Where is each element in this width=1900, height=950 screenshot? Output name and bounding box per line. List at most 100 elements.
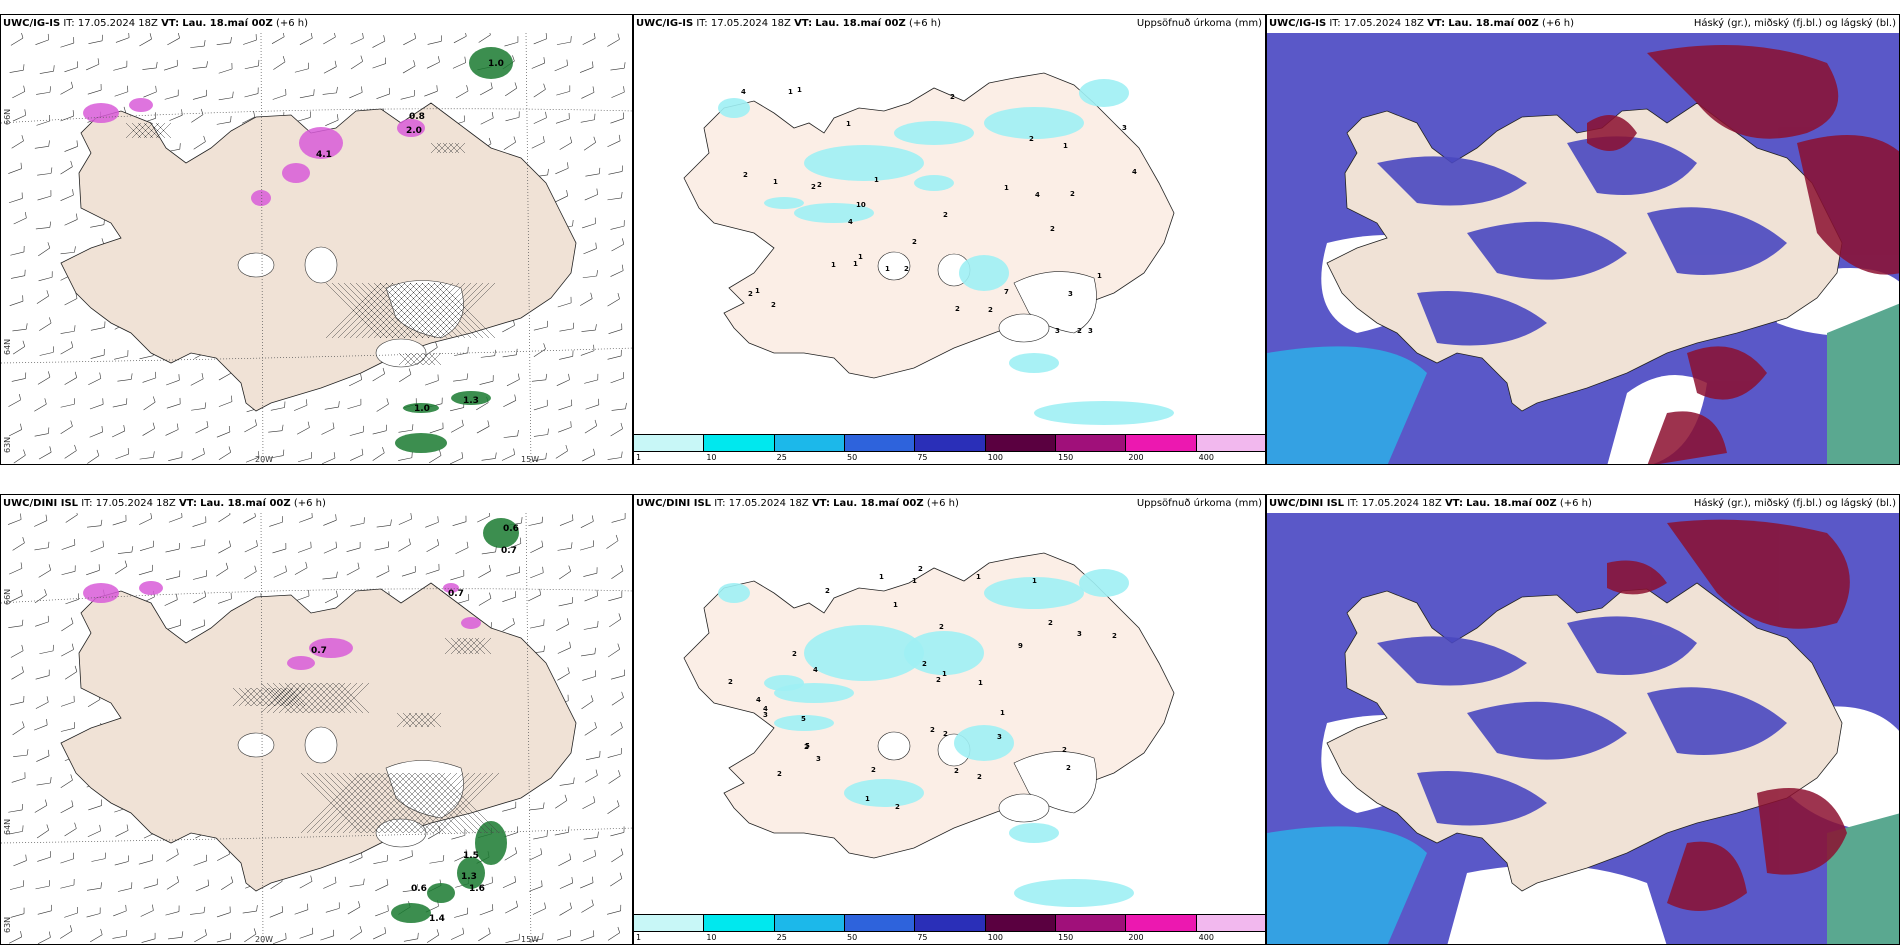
lon-label-15w: 15W: [521, 935, 540, 944]
colorbar-swatch: [634, 915, 705, 931]
wind-blob: [391, 903, 431, 923]
wind-panel-row1: UWC/IG-IS IT: 17.05.2024 18Z VT: Lau. 18…: [0, 14, 633, 465]
colorbar-swatch: [915, 435, 986, 451]
colorbar-tick: 200: [1128, 933, 1144, 942]
precip-value: 2: [1077, 327, 1082, 335]
precip-area: [1034, 401, 1174, 425]
precip-area: [904, 631, 984, 675]
wind-speed-label: 1.4: [429, 914, 445, 924]
precip-value: 3: [1122, 124, 1127, 132]
precip-value: 2: [954, 767, 959, 775]
wind-blob: [469, 47, 513, 79]
cloud-title: Háský (gr.), miðský (fj.bl.) og lágský (…: [1693, 18, 1896, 29]
wind-speed-label: 0.8: [409, 112, 425, 122]
precip-value: 3: [1077, 630, 1082, 638]
wind-blob: [129, 98, 153, 112]
colorbar-swatch: [844, 915, 916, 931]
wind-blob: [83, 103, 119, 123]
precip-value: 2: [930, 726, 935, 734]
precip-value: 2: [1066, 764, 1071, 772]
wind-blob: [475, 821, 507, 865]
precip-value: 2: [1048, 619, 1053, 627]
precip-area: [1009, 353, 1059, 373]
panel-title: UWC/IG-IS IT: 17.05.2024 18Z VT: Lau. 18…: [3, 18, 308, 29]
precip-value: 2: [811, 183, 816, 191]
precip-value: 2: [792, 650, 797, 658]
precip-value: 2: [943, 730, 948, 738]
colorbar-tick: 1: [636, 933, 642, 942]
precip-value: 10: [856, 201, 866, 209]
precip-value: 1: [942, 670, 947, 678]
colorbar-tick: 75: [917, 933, 928, 942]
colorbar-swatch: [774, 435, 845, 451]
wind-blob: [282, 163, 310, 183]
wind-blob: [427, 883, 455, 903]
precip-area: [844, 779, 924, 807]
wind-blob: [287, 656, 315, 670]
cloud-title: Háský (gr.), miðský (fj.bl.) og lágský (…: [1693, 498, 1896, 509]
precip-value: 7: [1004, 288, 1009, 296]
precip-area: [794, 203, 874, 223]
lat-label-66n: 66N: [3, 588, 12, 605]
iceland-land: [683, 552, 1175, 859]
precip-value: 3: [816, 755, 821, 763]
cloud-map: [1267, 513, 1899, 944]
precip-value: 2: [743, 171, 748, 179]
colorbar-swatch: [1196, 915, 1265, 931]
precip-area: [1079, 569, 1129, 597]
lon-label-20w: 20W: [255, 935, 274, 944]
precip-value: 2: [1070, 190, 1075, 198]
precip-value: 4: [763, 705, 768, 713]
wind-speed-label: 1.3: [461, 872, 477, 882]
colorbar-tick: 75: [917, 453, 928, 462]
precip-area: [774, 683, 854, 703]
precip-value: 1: [1032, 577, 1037, 585]
colorbar-tick: 1: [636, 453, 642, 462]
precip-area: [804, 625, 924, 681]
colorbar-swatch: [1126, 435, 1197, 451]
lat-label-64n: 64N: [3, 818, 12, 835]
precip-value: 1: [893, 601, 898, 609]
wind-blob: [461, 617, 481, 629]
colorbar-swatch: [1196, 435, 1265, 451]
precip-value: 2: [936, 676, 941, 684]
precip-panel-row1: UWC/IG-IS IT: 17.05.2024 18Z VT: Lau. 18…: [633, 14, 1266, 465]
precip-value: 2: [988, 306, 993, 314]
colorbar-tick: 150: [1058, 453, 1074, 462]
colorbar-tick: 100: [987, 933, 1003, 942]
precip-value: 1: [773, 178, 778, 186]
wind-blob: [395, 433, 447, 453]
colorbar-swatch: [915, 915, 986, 931]
precip-title: Uppsöfnuð úrkoma (mm): [1136, 18, 1262, 29]
lat-label-66n: 66N: [3, 108, 12, 125]
colorbar-swatch: [985, 435, 1056, 451]
wind-speed-label: 0.6: [411, 884, 427, 894]
colorbar-swatch: [774, 915, 845, 931]
precip-value: 2: [912, 238, 917, 246]
precip-value: 1: [976, 573, 981, 581]
precip-value: 2: [950, 93, 955, 101]
precip-value: 1: [831, 261, 836, 269]
colorbar-swatch: [844, 435, 916, 451]
precip-value: 2: [918, 565, 923, 573]
colorbar-tick: 400: [1198, 933, 1214, 942]
precip-value: 2: [1062, 746, 1067, 754]
lat-label-64n: 64N: [3, 338, 12, 355]
precip-value: 1: [846, 120, 851, 128]
precip-value: 2: [1112, 632, 1117, 640]
lon-label-20w: 20W: [255, 455, 274, 464]
precip-value: 1: [755, 287, 760, 295]
precip-value: 2: [871, 766, 876, 774]
lat-label-63n: 63N: [3, 436, 12, 453]
precip-value: 1: [865, 795, 870, 803]
precip-value: 2: [922, 660, 927, 668]
wind-blob: [83, 583, 119, 603]
panel-title: UWC/IG-IS IT: 17.05.2024 18Z VT: Lau. 18…: [1269, 18, 1574, 29]
precip-area: [954, 725, 1014, 761]
precip-value: 2: [955, 305, 960, 313]
panel-title: UWC/DINI ISL IT: 17.05.2024 18Z VT: Lau.…: [3, 498, 326, 509]
precip-value: 1: [1063, 142, 1068, 150]
precip-area: [984, 107, 1084, 139]
precip-value: 1: [853, 260, 858, 268]
